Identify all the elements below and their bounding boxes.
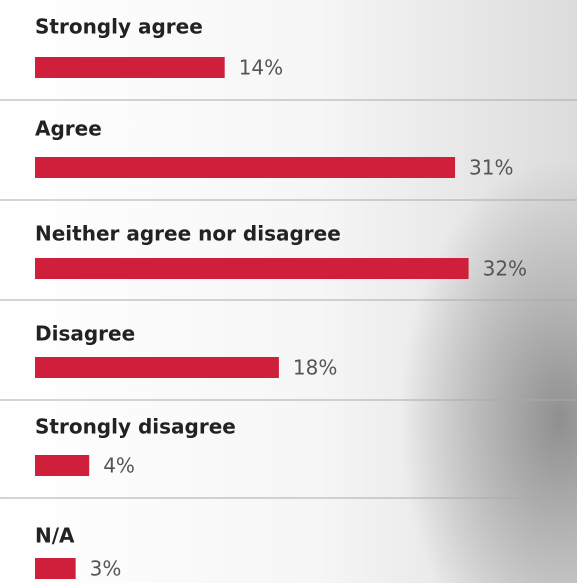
bar bbox=[35, 258, 469, 279]
category-label: Neither agree nor disagree bbox=[35, 222, 341, 246]
category-label: N/A bbox=[35, 524, 75, 548]
value-label: 32% bbox=[483, 257, 527, 281]
bar bbox=[35, 455, 89, 476]
category-label: Strongly disagree bbox=[35, 415, 236, 439]
value-label: 31% bbox=[469, 156, 513, 180]
bar bbox=[35, 57, 225, 78]
value-label: 18% bbox=[293, 356, 337, 380]
bar bbox=[35, 357, 279, 378]
page: Strongly agree 14% Agree 31% Neither agree n… bbox=[0, 0, 577, 583]
value-label: 4% bbox=[103, 454, 135, 478]
category-label: Agree bbox=[35, 117, 102, 141]
chart: Strongly agree 14% Agree 31% Neither agree n… bbox=[0, 0, 577, 583]
bar bbox=[35, 157, 455, 178]
bar bbox=[35, 558, 76, 579]
value-label: 14% bbox=[239, 56, 283, 80]
category-label: Disagree bbox=[35, 322, 135, 346]
value-label: 3% bbox=[90, 557, 122, 581]
category-label: Strongly agree bbox=[35, 15, 203, 39]
